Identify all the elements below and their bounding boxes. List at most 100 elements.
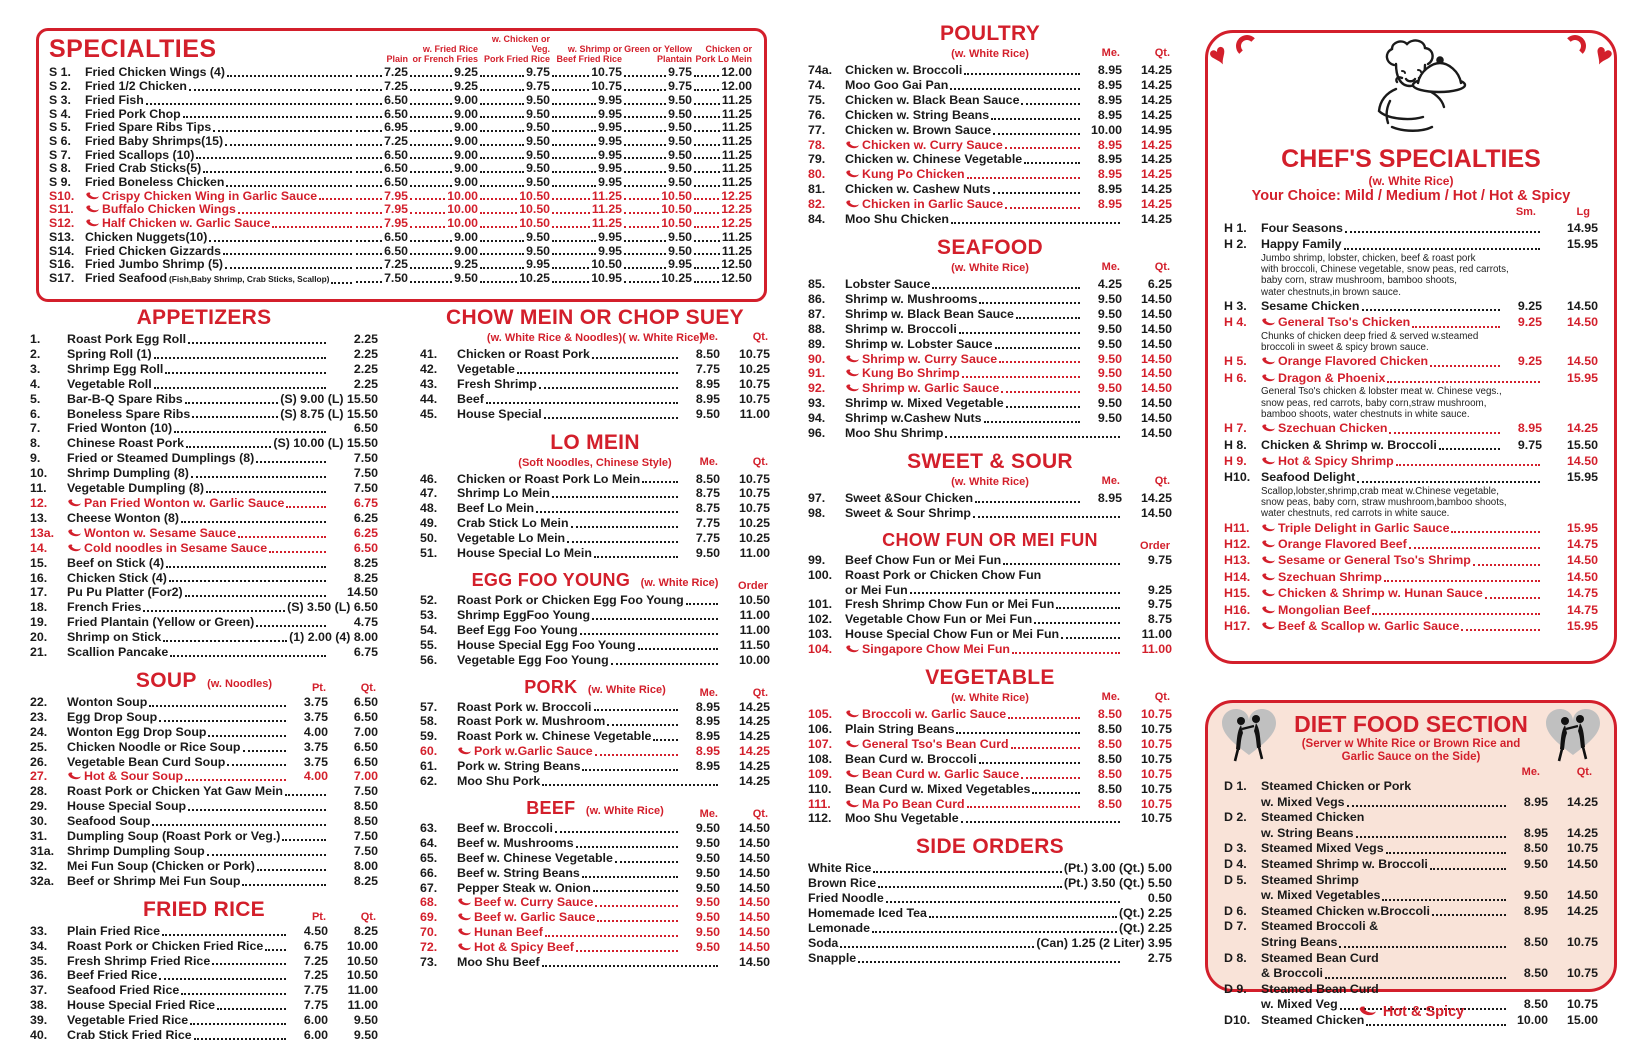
- item-price-quart: 14.25: [1140, 490, 1172, 505]
- column-header: Qt.: [360, 681, 376, 694]
- item-name-line2: or Mei Fun: [845, 582, 908, 597]
- item-price: 11.25: [591, 202, 622, 217]
- vegetable-list: 105. Broccoli w. Garlic Sauce 8.50 10.75…: [808, 707, 1172, 826]
- item-name: Fried Plantain (Yellow or Green): [67, 615, 255, 630]
- item-price-quart: 10.75: [1566, 966, 1598, 981]
- item-price: 11.25: [721, 92, 752, 107]
- dot-leader: [552, 102, 597, 105]
- item-price: 9.00: [454, 243, 478, 258]
- specialty-item: S 9. Fried Boneless Chicken 6.50 9.00 9.…: [49, 175, 752, 190]
- menu-item-line: 63. Beef w. Broccoli 9.50 14.50: [420, 821, 770, 836]
- item-price-quart: 2.25: [353, 361, 378, 376]
- item-description: Scallop,lobster,shrimp,crab meat w.Chine…: [1261, 485, 1507, 520]
- menu-item-line: 41. Chicken or Roast Pork 8.50 10.75: [420, 347, 770, 362]
- dot-leader: [168, 580, 326, 583]
- item-price-quart: 8.50: [353, 814, 378, 829]
- item-name: Cheese Wonton (8): [67, 510, 179, 525]
- item-number: 8.: [30, 436, 41, 451]
- menu-item-line: 9. Fried or Steamed Dumplings (8) 7.50: [30, 451, 378, 466]
- column-header: Sm.: [1515, 206, 1536, 218]
- menu-item: 42. Vegetable 7.75 10.25: [420, 362, 770, 377]
- dot-leader: [694, 266, 720, 269]
- item-price: 6.95: [384, 120, 408, 135]
- item-number: 36.: [30, 968, 48, 983]
- menu-item: 72. Hot & Spicy Beef 9.50 14.50: [420, 940, 770, 955]
- section-title: VEGETABLE: [925, 666, 1055, 690]
- item-number: 87.: [808, 306, 826, 321]
- item-price-medium: 8.95: [1523, 794, 1548, 809]
- item-price-quart: 10.75: [1566, 841, 1598, 856]
- price-cell: 9.95: [550, 120, 622, 135]
- item-price-quart: 14.50: [1566, 569, 1598, 584]
- menu-item-line: 81. Chicken w. Cashew Nuts 8.95 14.25: [808, 182, 1172, 197]
- specialties-header: SPECIALTIES Plain w. Fried Rice or Frenc…: [49, 34, 752, 64]
- dot-leader: [356, 157, 383, 160]
- menu-item: D10. Steamed Chicken 10.00 15.00: [1224, 1013, 1598, 1029]
- item-price-medium: 9.50: [695, 546, 720, 561]
- item-number: H 7.: [1224, 421, 1247, 436]
- item-number: 35.: [30, 953, 48, 968]
- item-price: 7.25: [384, 65, 408, 80]
- item-number: 11.: [30, 481, 47, 496]
- item-number: 26.: [30, 754, 48, 769]
- dot-leader: [480, 239, 525, 242]
- dot-leader: [607, 724, 678, 727]
- menu-item-line: D 9. Steamed Bean Curd: [1224, 982, 1598, 998]
- dot-leader: [1021, 102, 1080, 105]
- item-price-medium: 9.25: [1517, 354, 1542, 369]
- dot-leader: [994, 346, 1080, 349]
- item-number: 112.: [808, 811, 832, 826]
- item-price-medium: 8.50: [1097, 707, 1122, 722]
- item-price-quart: 14.50: [1566, 354, 1598, 369]
- menu-item-line: D 4. Steamed Shrimp w. Broccoli 9.50 14.…: [1224, 857, 1598, 873]
- dot-leader: [552, 75, 590, 78]
- item-name: Shrimp on Stick: [67, 630, 162, 645]
- dot-leader: [269, 550, 326, 553]
- menu-item: D 7. Steamed Broccoli & String Beans 8.5…: [1224, 919, 1598, 950]
- item-price-quart: 10.50: [346, 968, 378, 983]
- item-number: 30.: [30, 814, 48, 829]
- menu-item-line: 39. Vegetable Fried Rice 6.00 9.50: [30, 1013, 378, 1028]
- item-number: 110.: [808, 781, 832, 796]
- menu-item: 65. Beef w. Chinese Vegetable 9.50 14.50: [420, 851, 770, 866]
- menu-item-line: 33. Plain Fried Rice 4.50 8.25: [30, 924, 378, 939]
- dot-leader: [1382, 898, 1506, 901]
- menu-item-line: 46. Chicken or Roast Pork Lo Mein 8.50 1…: [420, 472, 770, 487]
- section-title: CHOW FUN OR MEI FUN: [882, 529, 1098, 550]
- section-subtitle: (w. Noodles): [207, 677, 273, 690]
- chili-icon: [85, 217, 99, 231]
- item-name: Crab Stick Fried Rice: [67, 1028, 192, 1043]
- chili-icon: [67, 526, 81, 541]
- dot-leader: [1339, 1007, 1506, 1010]
- price-cell: 10.75: [550, 66, 622, 80]
- dot-leader: [282, 839, 326, 841]
- dot-leader: [184, 401, 279, 404]
- menu-item-line: 47. Shrimp Lo Mein 8.75 10.75: [420, 486, 770, 501]
- dot-leader: [624, 225, 660, 228]
- item-name: Chicken w. Brown Sauce: [845, 122, 992, 137]
- item-price: 11.25: [721, 161, 752, 176]
- menu-item: 38. House Special Fried Rice 7.75 11.00: [30, 998, 378, 1013]
- item-name: Shrimp Egg Roll: [67, 361, 164, 376]
- section-title: LO MEIN: [550, 430, 640, 454]
- item-number: 81.: [808, 182, 826, 197]
- dot-leader: [143, 610, 286, 613]
- dot-leader: [410, 212, 446, 215]
- dot-leader: [579, 632, 718, 635]
- menu-item: 1. Roast Pork Egg Roll 2.25: [30, 332, 378, 347]
- item-name: Steamed Shrimp w. Broccoli: [1261, 856, 1428, 871]
- menu-item-line: 37. Seafood Fried Rice 7.75 11.00: [30, 983, 378, 998]
- item-name: General Tso's Bean Curd: [862, 736, 1009, 751]
- item-number: 16.: [30, 570, 48, 585]
- price-cell: 11.25: [692, 244, 752, 259]
- item-name: Steamed Bean Curd: [1261, 981, 1379, 996]
- specialty-item: S 5. Fried Spare Ribs Tips 6.95 9.00 9.5…: [49, 120, 752, 135]
- menu-item: 53. Shrimp EggFoo Young 11.00: [420, 608, 770, 623]
- price-cell: 9.95: [622, 258, 692, 272]
- item-number: 111.: [808, 796, 831, 811]
- item-price: 9.95: [668, 257, 692, 272]
- item-name: Vegetable Fried Rice: [67, 1013, 189, 1028]
- menu-item-line: 108. Bean Curd w. Broccoli 8.50 10.75: [808, 752, 1172, 767]
- item-price-medium: 9.50: [1097, 336, 1122, 351]
- item-name: Moo Shu Beef: [457, 955, 540, 970]
